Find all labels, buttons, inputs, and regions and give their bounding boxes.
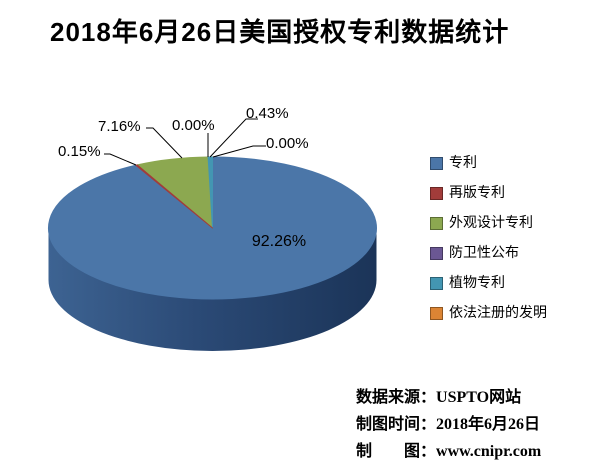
- percent-label-3: 0.00%: [172, 117, 215, 134]
- footer-date-value: 2018年6月26日: [436, 416, 541, 433]
- pie-side: [48, 228, 377, 351]
- legend-item-2: 外观设计专利: [430, 216, 547, 231]
- footer-source-value: USPTO网站: [436, 389, 522, 406]
- leader-line: [104, 153, 137, 166]
- legend-item-3: 防卫性公布: [430, 246, 547, 261]
- legend-label-0: 专利: [449, 156, 477, 171]
- leader-line: [146, 127, 183, 159]
- legend-item-4: 植物专利: [430, 276, 547, 291]
- legend: 专利再版专利外观设计专利 防卫性公布植物专利依法注册的发明: [430, 156, 547, 336]
- pie-chart: 92.26% 0.15% 7.16% 0.00% 0.43% 0.00%: [48, 105, 377, 351]
- legend-label-3: 防卫性公布: [449, 246, 519, 261]
- leader-line: [212, 145, 266, 158]
- legend-item-5: 依法注册的发明: [430, 306, 547, 321]
- footer-row-author: 制 图：www.cnipr.com: [356, 438, 541, 465]
- legend-swatch-5: [430, 307, 443, 320]
- legend-swatch-2: [430, 217, 443, 230]
- legend-label-2: 外观设计专利: [449, 216, 533, 231]
- percent-label-0: 92.26%: [252, 233, 306, 250]
- percent-label-2: 7.16%: [98, 118, 141, 135]
- percent-label-4: 0.43%: [246, 105, 289, 122]
- legend-swatch-1: [430, 187, 443, 200]
- legend-label-4: 植物专利: [449, 276, 505, 291]
- chart-title: 2018年6月26日美国授权专利数据统计: [50, 17, 510, 47]
- footer-author-value: www.cnipr.com: [436, 443, 542, 460]
- percent-label-1: 0.15%: [58, 143, 101, 160]
- percent-label-5: 0.00%: [266, 135, 309, 152]
- footer-date-label: 制图时间：: [356, 416, 437, 433]
- legend-label-1: 再版专利: [449, 186, 505, 201]
- legend-swatch-0: [430, 157, 443, 170]
- footer-author-label: 制 图：: [356, 443, 437, 460]
- footer-row-source: 数据来源：USPTO网站: [356, 384, 541, 411]
- leader-line: [209, 118, 258, 158]
- footer-source-label: 数据来源：: [356, 389, 437, 406]
- legend-swatch-4: [430, 277, 443, 290]
- legend-item-1: 再版专利: [430, 186, 547, 201]
- legend-label-5: 依法注册的发明: [449, 306, 547, 321]
- legend-swatch-3: [430, 247, 443, 260]
- footer-row-date: 制图时间：2018年6月26日: [356, 411, 541, 438]
- legend-item-0: 专利: [430, 156, 547, 171]
- chart-footer: 数据来源：USPTO网站 制图时间：2018年6月26日 制 图：www.cni…: [356, 384, 541, 465]
